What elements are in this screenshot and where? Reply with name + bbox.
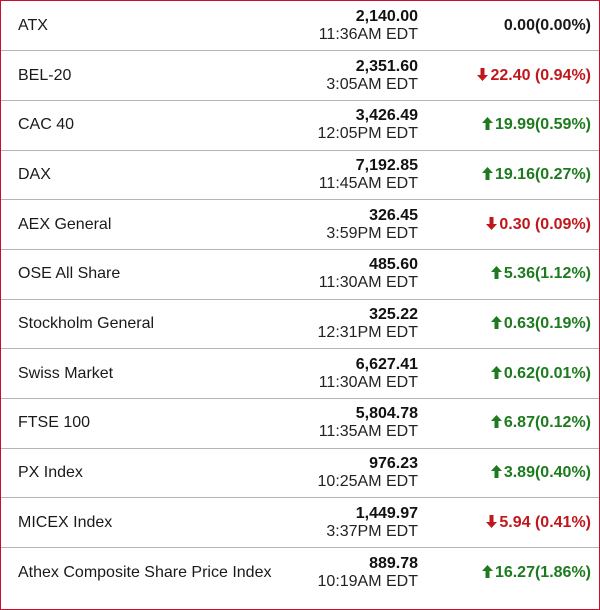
index-change-cell: 19.99(0.59%) (418, 99, 599, 151)
index-change-cell: 16.27(1.86%) (418, 547, 599, 598)
arrow-down-icon (477, 67, 489, 81)
index-change: 0.63(0.19%) (503, 314, 591, 332)
table-row[interactable]: FTSE 100 5,804.78 11:35AM EDT 6.87(0.12%… (1, 398, 599, 449)
index-change: 6.87(0.12%) (503, 414, 591, 432)
table-row[interactable]: MICEX Index 1,449.97 3:37PM EDT 5.94 (0.… (1, 497, 599, 548)
table-row[interactable]: OSE All Share 485.60 11:30AM EDT 5.36(1.… (1, 248, 599, 300)
arrow-up-icon (481, 166, 493, 180)
index-price: 5,804.78 (355, 405, 418, 423)
index-price: 889.78 (369, 554, 418, 572)
index-time: 12:31PM EDT (317, 323, 418, 341)
index-name[interactable]: OSE All Share (1, 248, 278, 300)
arrow-up-icon (481, 117, 493, 131)
arrow-down-icon (486, 514, 498, 528)
index-value-cell: 485.60 11:30AM EDT (278, 248, 418, 300)
index-change-cell: 0.00(0.00%) (418, 1, 599, 51)
index-time: 11:30AM EDT (318, 274, 418, 292)
table-row[interactable]: PX Index 976.23 10:25AM EDT 3.89(0.40%) (1, 447, 599, 498)
index-name[interactable]: Swiss Market (1, 348, 278, 399)
index-time: 10:25AM EDT (317, 473, 418, 491)
index-change: 0.30 (0.09%) (499, 215, 591, 233)
index-change: 0.00(0.00%) (503, 16, 591, 34)
table-row[interactable]: CAC 40 3,426.49 12:05PM EDT 19.99(0.59%) (1, 99, 599, 151)
index-name[interactable]: Stockholm General (1, 298, 278, 349)
index-time: 12:05PM EDT (317, 125, 418, 143)
index-change-cell: 19.16(0.27%) (418, 149, 599, 200)
index-time: 10:19AM EDT (317, 572, 418, 590)
arrow-up-icon (490, 266, 502, 280)
index-change: 5.94 (0.41%) (499, 513, 591, 531)
index-time: 11:45AM EDT (318, 174, 418, 192)
index-name[interactable]: PX Index (1, 447, 278, 498)
index-price: 326.45 (369, 206, 418, 224)
index-change: 0.62(0.01%) (503, 364, 591, 382)
index-name[interactable]: AEX General (1, 199, 278, 250)
index-change-cell: 3.89(0.40%) (418, 447, 599, 498)
index-price: 325.22 (369, 305, 418, 323)
arrow-down-icon (486, 216, 498, 230)
index-change: 19.16(0.27%) (494, 165, 591, 183)
index-change-cell: 5.94 (0.41%) (418, 497, 599, 548)
index-value-cell: 7,192.85 11:45AM EDT (278, 149, 418, 200)
index-value-cell: 2,351.60 3:05AM EDT (278, 50, 418, 101)
index-change-cell: 6.87(0.12%) (418, 398, 599, 449)
index-change-cell: 0.62(0.01%) (418, 348, 599, 399)
index-change: 22.40 (0.94%) (490, 66, 591, 84)
index-change-cell: 0.63(0.19%) (418, 298, 599, 349)
indices-table: ATX 2,140.00 11:36AM EDT 0.00(0.00%) BEL… (1, 1, 599, 598)
index-time: 3:37PM EDT (326, 522, 418, 540)
index-name[interactable]: DAX (1, 149, 278, 200)
arrow-up-icon (490, 465, 502, 479)
index-change: 3.89(0.40%) (503, 464, 591, 482)
index-price: 3,426.49 (355, 107, 418, 125)
index-time: 3:59PM EDT (326, 224, 418, 242)
index-price: 976.23 (369, 455, 418, 473)
index-time: 11:30AM EDT (318, 373, 418, 391)
index-change: 16.27(1.86%) (494, 563, 591, 581)
index-change-cell: 0.30 (0.09%) (418, 199, 599, 250)
index-name[interactable]: CAC 40 (1, 99, 278, 151)
index-change-cell: 5.36(1.12%) (418, 248, 599, 300)
index-value-cell: 6,627.41 11:30AM EDT (278, 348, 418, 399)
index-value-cell: 1,449.97 3:37PM EDT (278, 497, 418, 548)
index-price: 1,449.97 (355, 504, 418, 522)
index-value-cell: 3,426.49 12:05PM EDT (278, 99, 418, 151)
table-row[interactable]: DAX 7,192.85 11:45AM EDT 19.16(0.27%) (1, 149, 599, 200)
index-price: 2,351.60 (355, 57, 418, 75)
index-name[interactable]: BEL-20 (1, 50, 278, 101)
arrow-up-icon (490, 365, 502, 379)
table-row[interactable]: BEL-20 2,351.60 3:05AM EDT 22.40 (0.94%) (1, 50, 599, 101)
index-value-cell: 2,140.00 11:36AM EDT (278, 1, 418, 51)
index-price: 2,140.00 (355, 7, 418, 25)
table-row[interactable]: Swiss Market 6,627.41 11:30AM EDT 0.62(0… (1, 348, 599, 399)
index-name[interactable]: FTSE 100 (1, 398, 278, 449)
index-value-cell: 325.22 12:31PM EDT (278, 298, 418, 349)
index-change-cell: 22.40 (0.94%) (418, 50, 599, 101)
index-time: 11:36AM EDT (318, 25, 418, 43)
index-name[interactable]: ATX (18, 16, 48, 34)
index-price: 7,192.85 (355, 156, 418, 174)
index-name[interactable]: MICEX Index (1, 497, 278, 548)
index-value-cell: 5,804.78 11:35AM EDT (278, 398, 418, 449)
table-row[interactable]: ATX 2,140.00 11:36AM EDT 0.00(0.00%) (1, 1, 599, 51)
index-value-cell: 889.78 10:19AM EDT (278, 547, 418, 598)
index-value-cell: 326.45 3:59PM EDT (278, 199, 418, 250)
table-row[interactable]: AEX General 326.45 3:59PM EDT 0.30 (0.09… (1, 199, 599, 250)
index-price: 485.60 (369, 256, 418, 274)
index-change: 5.36(1.12%) (503, 265, 591, 283)
table-row[interactable]: Stockholm General 325.22 12:31PM EDT 0.6… (1, 298, 599, 349)
index-name[interactable]: Athex Composite Share Price Index (1, 547, 278, 598)
index-time: 3:05AM EDT (326, 75, 418, 93)
index-change: 19.99(0.59%) (494, 116, 591, 134)
arrow-up-icon (490, 315, 502, 329)
index-value-cell: 976.23 10:25AM EDT (278, 447, 418, 498)
arrow-up-icon (490, 415, 502, 429)
arrow-up-icon (481, 564, 493, 578)
table-row[interactable]: Athex Composite Share Price Index 889.78… (1, 547, 599, 598)
index-price: 6,627.41 (355, 355, 418, 373)
index-time: 11:35AM EDT (318, 423, 418, 441)
